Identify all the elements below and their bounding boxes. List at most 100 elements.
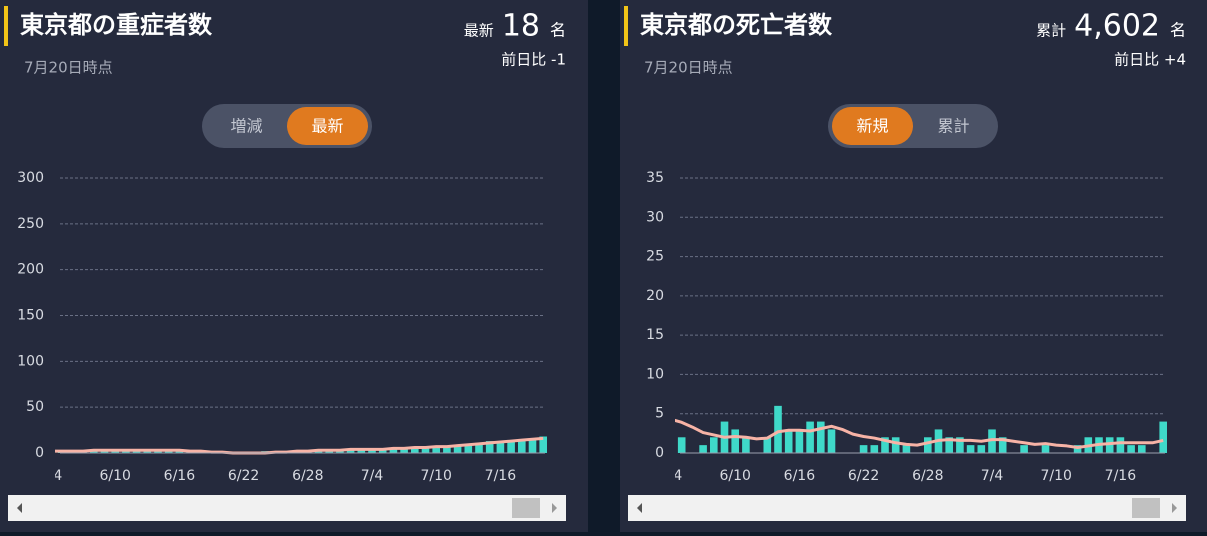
x-tick-label: 6/22 xyxy=(848,468,879,484)
y-tick-label: 30 xyxy=(646,209,664,225)
bar xyxy=(966,445,975,453)
scroll-right-arrow[interactable] xyxy=(552,503,557,513)
x-tick-label: 7/4 xyxy=(361,468,384,484)
bar xyxy=(677,437,686,453)
bar xyxy=(1041,445,1050,453)
x-tick-label: 6/4 xyxy=(660,468,683,484)
bar xyxy=(1073,445,1082,453)
x-tick-label: 6/28 xyxy=(912,468,943,484)
panel-title: 東京都の死亡者数 xyxy=(640,11,833,39)
toggle-option[interactable]: 新規 xyxy=(856,117,888,136)
bar xyxy=(507,441,515,453)
plot: 6/4 6/10 6/16 6/22 6/28 7/4 7/10 7/16 xyxy=(660,405,1167,484)
bar xyxy=(977,445,986,453)
bar xyxy=(1159,421,1167,453)
trend-line xyxy=(675,418,1164,449)
bar xyxy=(859,445,868,453)
bar xyxy=(988,429,996,453)
plot: 6/4 6/10 6/16 6/22 6/28 7/4 7/10 7/16 xyxy=(40,436,547,484)
panel-subtitle: 7月20日時点 xyxy=(24,59,113,77)
x-tick-label: 7/10 xyxy=(1040,468,1071,484)
bar xyxy=(475,442,483,453)
x-tick-label: 7/4 xyxy=(981,468,1004,484)
bar xyxy=(742,437,750,453)
scroll-right-arrow[interactable] xyxy=(1172,503,1177,513)
bar xyxy=(432,446,440,453)
toggle-active xyxy=(832,107,913,145)
bar xyxy=(528,438,537,453)
bar xyxy=(710,437,718,453)
bar xyxy=(731,429,739,453)
y-tick-label: 20 xyxy=(646,288,664,304)
y-tick-label: 250 xyxy=(17,216,44,232)
bar xyxy=(539,436,547,453)
toggle-option[interactable]: 最新 xyxy=(311,117,343,136)
title-accent xyxy=(4,6,8,46)
bar xyxy=(763,437,772,453)
bar xyxy=(1105,437,1114,453)
bar xyxy=(827,429,836,453)
bar xyxy=(421,446,430,453)
x-tick-label: 6/16 xyxy=(164,468,196,484)
stat-change: 前日比 -1 xyxy=(501,51,566,69)
y-tick-label: 150 xyxy=(17,308,44,324)
bar xyxy=(496,441,505,453)
bar xyxy=(1138,445,1146,453)
y-tick-label: 50 xyxy=(26,399,44,415)
x-tick-label: 6/28 xyxy=(292,468,323,484)
toggle-option[interactable]: 累計 xyxy=(937,117,969,136)
y-tick-label: 300 xyxy=(17,170,44,186)
scrollbar-track[interactable] xyxy=(8,495,566,521)
x-tick-label: 6/16 xyxy=(784,468,816,484)
bar xyxy=(784,429,793,453)
x-tick-label: 6/10 xyxy=(99,468,130,484)
scroll-left-arrow[interactable] xyxy=(637,503,642,513)
stat-unit: 名 xyxy=(550,21,566,40)
y-tick-label: 200 xyxy=(17,262,44,278)
bar xyxy=(518,440,526,453)
bar xyxy=(357,449,366,453)
x-tick-label: 6/4 xyxy=(40,468,63,484)
y-tick-label: 100 xyxy=(17,353,44,369)
bar xyxy=(806,421,814,453)
y-tick-label: 10 xyxy=(646,366,664,382)
scrollbar-track[interactable] xyxy=(628,495,1186,521)
y-tick-label: 25 xyxy=(646,249,664,265)
bar xyxy=(870,445,879,453)
y-tick-label: 5 xyxy=(655,406,664,422)
y-tick-label: 15 xyxy=(646,327,664,343)
bar xyxy=(400,447,408,453)
bar xyxy=(699,445,707,453)
stat-label: 最新 xyxy=(464,22,494,40)
x-tick-label: 6/22 xyxy=(228,468,259,484)
x-tick-label: 6/10 xyxy=(719,468,750,484)
bar xyxy=(1127,445,1135,453)
trend-line xyxy=(55,436,544,455)
panel-subtitle: 7月20日時点 xyxy=(644,59,733,77)
x-tick-label: 7/16 xyxy=(485,468,517,484)
x-tick-label: 7/10 xyxy=(420,468,451,484)
bar xyxy=(411,447,419,453)
stat-unit: 名 xyxy=(1170,21,1186,40)
bar xyxy=(485,441,494,453)
bar xyxy=(443,445,451,453)
scrollbar-thumb[interactable] xyxy=(512,498,540,518)
bar xyxy=(998,437,1007,453)
bar xyxy=(453,444,462,453)
scroll-left-arrow[interactable] xyxy=(17,503,22,513)
toggle-option[interactable]: 増減 xyxy=(230,117,262,136)
bar xyxy=(924,437,932,453)
stat-change: 前日比 +4 xyxy=(1114,51,1186,69)
bar xyxy=(902,445,911,453)
bar xyxy=(346,449,355,453)
stat-value: 18 xyxy=(502,9,540,44)
scrollbar-thumb[interactable] xyxy=(1132,498,1160,518)
bar xyxy=(774,405,782,453)
bar xyxy=(945,437,953,453)
bar xyxy=(817,421,825,453)
bar xyxy=(956,437,964,453)
panel-title: 東京都の重症者数 xyxy=(20,11,213,39)
toggle-active xyxy=(287,107,368,145)
stat-label: 累計 xyxy=(1036,22,1066,40)
